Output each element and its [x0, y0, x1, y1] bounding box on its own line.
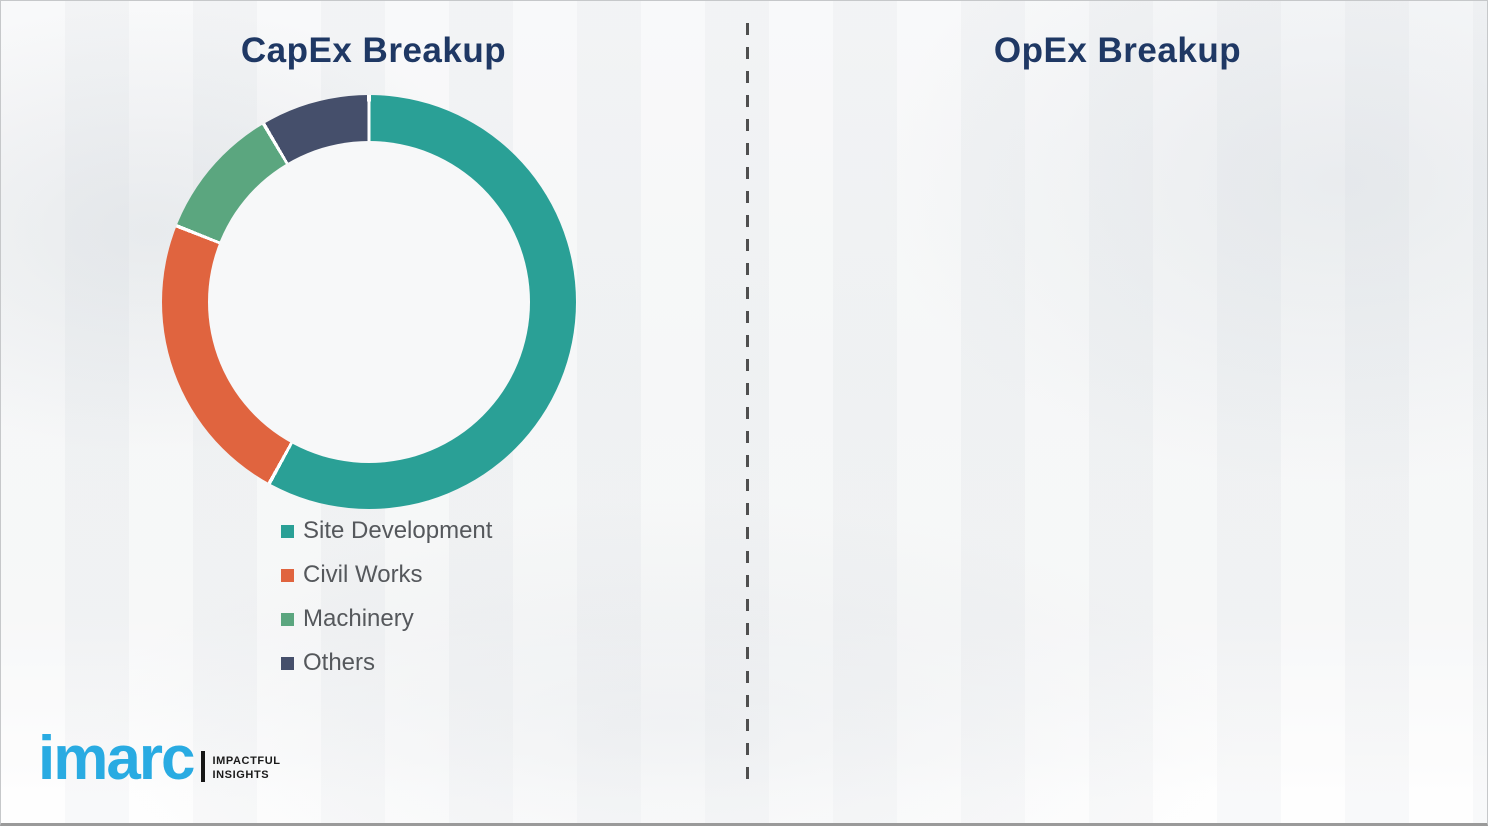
legend-color-swatch: [281, 656, 294, 670]
capex-donut-chart: [162, 95, 576, 509]
imarc-logo-separator-bar: [201, 750, 206, 782]
legend-label: Machinery: [303, 605, 414, 632]
capex-title: CapEx Breakup: [240, 31, 507, 70]
legend-item: Machinery: [281, 597, 492, 641]
opex-panel: OpEx Breakup Raw MaterialsSalaries and W…: [746, 1, 1488, 823]
legend-label: Others: [303, 649, 376, 676]
imarc-tagline-line1: IMPACTFUL: [212, 755, 281, 768]
imarc-logo: imarc IMPACTFUL INSIGHTS: [38, 724, 281, 793]
legend-label: Site Development: [303, 517, 493, 544]
imarc-logo-tagline: IMPACTFUL INSIGHTS: [212, 755, 280, 783]
opex-title: OpEx Breakup: [993, 31, 1242, 70]
capex-donut-hole: [208, 141, 530, 463]
capex-panel: CapEx Breakup Site Development Civil Work…: [1, 1, 746, 823]
center-dashed-divider: [746, 23, 749, 791]
imarc-tagline-line2: INSIGHTS: [212, 769, 270, 782]
legend-label: Civil Works: [303, 561, 423, 588]
imarc-logo-wordmark: imarc: [38, 724, 195, 793]
legend-color-swatch: [281, 612, 294, 626]
legend-color-swatch: [281, 568, 294, 582]
legend-item: Others: [281, 641, 492, 685]
capex-legend: Site Development Civil Works Machinery Othe…: [281, 509, 492, 685]
legend-item: Site Development: [281, 509, 492, 553]
legend-item: Civil Works: [281, 553, 492, 597]
legend-color-swatch: [281, 524, 294, 538]
